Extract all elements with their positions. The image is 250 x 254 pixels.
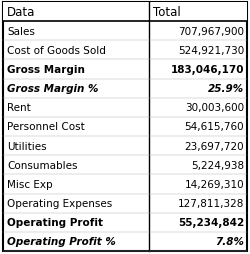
Text: Misc Exp: Misc Exp [7,179,52,189]
Text: Operating Expenses: Operating Expenses [7,198,112,208]
Text: 25.9%: 25.9% [208,84,244,94]
Text: Gross Margin: Gross Margin [7,65,85,75]
Bar [3,3,247,22]
Text: 54,615,760: 54,615,760 [184,122,244,132]
Text: Operating Profit %: Operating Profit % [7,236,116,246]
Text: 183,046,170: 183,046,170 [170,65,244,75]
Text: Consumables: Consumables [7,160,78,170]
Text: 55,234,842: 55,234,842 [178,217,244,227]
Text: Sales: Sales [7,27,35,37]
Text: Total: Total [154,6,181,19]
Text: 5,224,938: 5,224,938 [191,160,244,170]
Text: Rent: Rent [7,103,31,113]
Text: Data: Data [7,6,36,19]
Text: 23,697,720: 23,697,720 [184,141,244,151]
Text: 14,269,310: 14,269,310 [184,179,244,189]
Text: Utilities: Utilities [7,141,46,151]
Text: 7.8%: 7.8% [215,236,244,246]
Text: Personnel Cost: Personnel Cost [7,122,85,132]
Text: Cost of Goods Sold: Cost of Goods Sold [7,46,106,56]
Text: 524,921,730: 524,921,730 [178,46,244,56]
Text: 707,967,900: 707,967,900 [178,27,244,37]
Text: 30,003,600: 30,003,600 [185,103,244,113]
Text: Operating Profit: Operating Profit [7,217,103,227]
Text: 127,811,328: 127,811,328 [178,198,244,208]
Text: Gross Margin %: Gross Margin % [7,84,98,94]
